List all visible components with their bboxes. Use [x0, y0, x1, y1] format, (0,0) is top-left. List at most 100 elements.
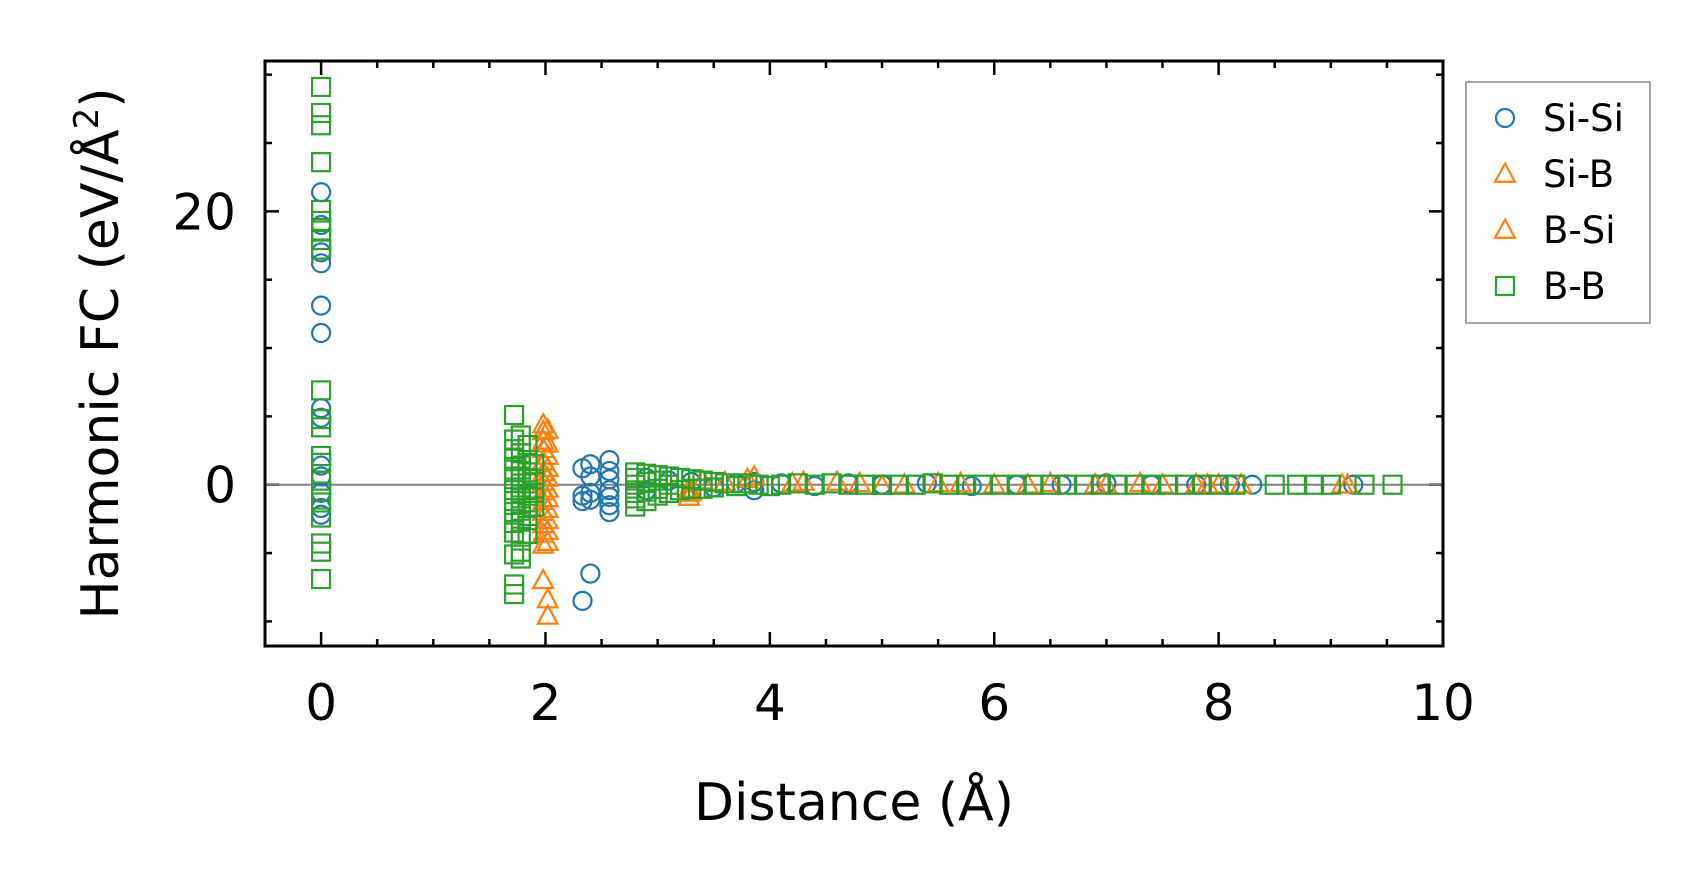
x-tick-label: 8: [1203, 674, 1235, 732]
data-point: [1354, 474, 1375, 495]
legend-marker: [1493, 161, 1517, 183]
legend-label: Si-B: [1543, 153, 1614, 196]
y-axis-label: Harmonic FC (eV/Å2): [67, 87, 131, 619]
data-point: [972, 474, 994, 495]
data-point: [1303, 474, 1325, 495]
data-point: [821, 473, 842, 494]
data-point: [892, 472, 917, 494]
data-point: [1184, 472, 1208, 494]
x-tick-label: 10: [1411, 674, 1475, 732]
data-point: [510, 548, 531, 569]
data-point: [510, 511, 531, 532]
data-point: [1016, 472, 1040, 494]
x-tick-label: 6: [978, 674, 1010, 732]
data-point: [310, 322, 332, 344]
data-point: [1229, 472, 1253, 494]
y-tick-label: 0: [204, 457, 236, 515]
data-point: [670, 480, 691, 501]
y-axis-label-close: ): [71, 87, 131, 107]
data-points: [310, 76, 1403, 625]
data-point: [692, 478, 713, 499]
data-point: [961, 475, 982, 497]
data-point: [580, 482, 601, 504]
data-point: [989, 474, 1010, 495]
data-point: [888, 474, 909, 495]
data-point: [905, 474, 926, 495]
data-point: [310, 470, 332, 491]
data-point: [310, 152, 332, 173]
legend-label: Si-Si: [1543, 97, 1624, 140]
data-point: [1006, 474, 1027, 495]
data-point: [748, 474, 769, 495]
x-tick-label: 0: [305, 674, 337, 732]
data-point: [1195, 472, 1220, 494]
data-point: [535, 603, 560, 625]
data-point: [510, 466, 531, 487]
data-point: [580, 489, 601, 510]
data-point: [1206, 472, 1231, 494]
data-point: [982, 472, 1006, 494]
data-point: [580, 466, 601, 487]
data-point: [1335, 472, 1360, 494]
data-point: [580, 563, 601, 584]
data-point: [948, 470, 973, 493]
data-point: [759, 475, 780, 497]
legend-label: B-Si: [1543, 209, 1616, 252]
data-point: [670, 467, 691, 488]
data-point: [1225, 474, 1246, 495]
data-point: [310, 76, 332, 98]
y-axis-label-superscript: 2: [67, 108, 107, 130]
data-point: [517, 497, 538, 519]
data-point: [1150, 472, 1175, 494]
data-point: [658, 482, 679, 504]
data-point: [524, 496, 545, 517]
data-point: [580, 454, 601, 475]
data-point: [636, 491, 657, 512]
data-point: [310, 102, 332, 124]
data-point: [1242, 474, 1263, 495]
data-point: [1057, 474, 1078, 495]
x-tick-label: 4: [754, 674, 786, 732]
data-point: [1343, 474, 1364, 495]
data-point: [572, 590, 593, 611]
legend-marker: [1494, 107, 1516, 129]
tick-labels: 0 2 4 6 8 10 0 20: [172, 183, 1474, 732]
data-point: [310, 199, 332, 221]
data-point: [599, 450, 620, 471]
data-point: [847, 470, 872, 493]
data-point: [310, 481, 332, 502]
plot-frame: [263, 59, 1445, 648]
data-point: [647, 485, 668, 506]
data-point: [531, 428, 555, 450]
data-point: [703, 477, 724, 498]
data-point: [1191, 474, 1212, 495]
data-point: [517, 510, 538, 531]
data-point: [535, 518, 560, 541]
data-point: [517, 450, 538, 471]
data-point: [517, 434, 538, 456]
x-axis-label: Distance (Å): [694, 771, 1014, 833]
data-point: [510, 526, 531, 547]
data-point: [599, 495, 620, 516]
data-point: [524, 454, 545, 475]
data-point: [1158, 474, 1179, 495]
data-point: [531, 567, 555, 590]
data-point: [1023, 474, 1044, 495]
data-point: [926, 470, 950, 493]
data-point: [1083, 472, 1107, 494]
data-point: [310, 253, 332, 274]
data-point: [310, 492, 332, 513]
data-point: [1264, 474, 1285, 495]
data-point: [787, 473, 809, 494]
y-tick-label: 20: [172, 183, 236, 241]
data-point: [1094, 472, 1119, 494]
legend: Si-Si Si-B B-Si B-B: [1465, 81, 1651, 324]
data-point: [535, 529, 560, 551]
data-point: [1073, 474, 1095, 495]
data-point: [310, 115, 332, 136]
data-point: [599, 460, 620, 482]
data-point: [599, 486, 620, 508]
series-b-b: [310, 76, 1403, 605]
